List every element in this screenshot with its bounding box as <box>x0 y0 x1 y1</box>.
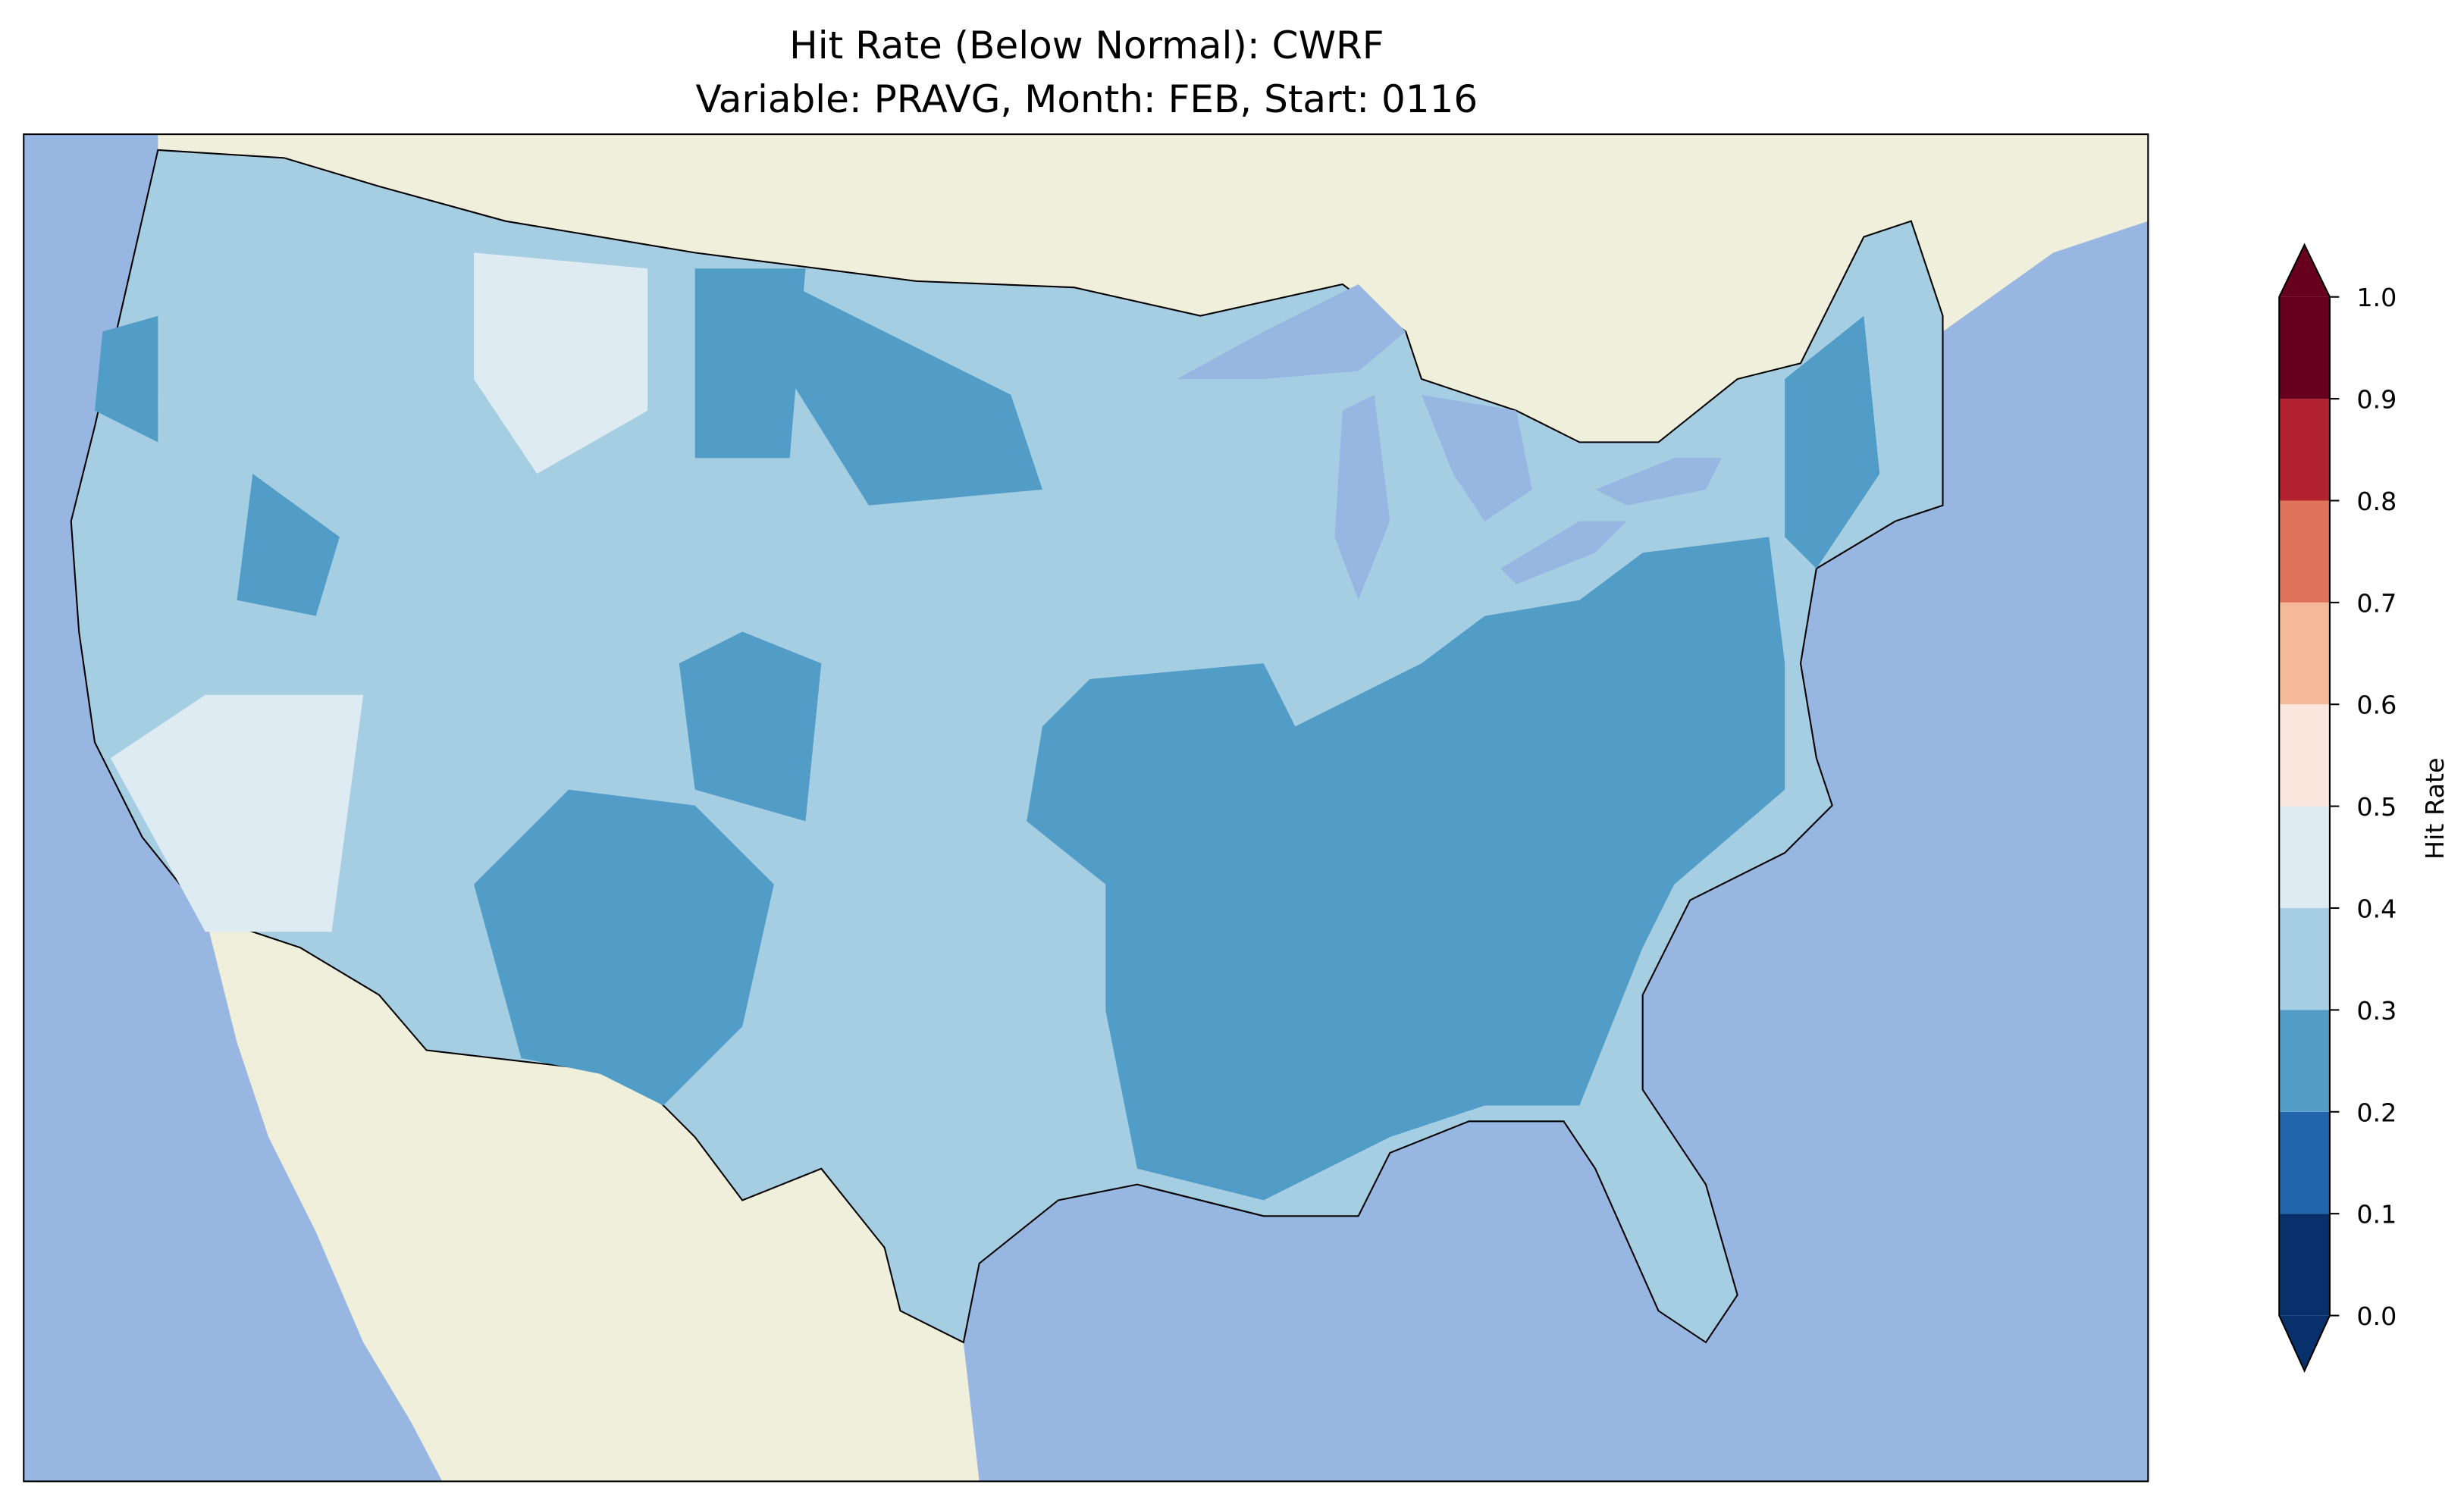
colorbar-tick-label: 0.3 <box>2356 996 2397 1026</box>
colorbar-tick-label: 0.6 <box>2356 691 2397 720</box>
map-panel <box>23 133 2149 1483</box>
colorbar-bin <box>2279 806 2330 909</box>
region-dakotas <box>789 284 1042 506</box>
chart-title-line1: Hit Rate (Below Normal): CWRF <box>789 23 1384 67</box>
colorbar-bin <box>2279 1111 2330 1214</box>
hit-rate-regions <box>95 252 1880 1201</box>
region-northeast <box>1785 315 1880 569</box>
colorbar-extend-max <box>2279 244 2330 297</box>
colorbar-tick-label: 1.0 <box>2356 283 2397 312</box>
region-oregon <box>95 315 158 443</box>
chart-title-line2: Variable: PRAVG, Month: FEB, Start: 0116 <box>695 77 1478 121</box>
canada-land <box>158 134 2149 443</box>
region-colorado <box>679 631 822 822</box>
colorbar-tick-label: 0.7 <box>2356 588 2397 618</box>
colorbar-tick-label: 0.4 <box>2356 894 2397 924</box>
colorbar-tick-label: 0.2 <box>2356 1098 2397 1127</box>
map-frame <box>23 133 2149 1483</box>
colorbar-bin <box>2279 908 2330 1010</box>
colorbar-tick-label: 0.8 <box>2356 487 2397 516</box>
colorbar-bin <box>2279 1010 2330 1112</box>
colorbar-tick-label: 0.5 <box>2356 792 2397 822</box>
region-montana <box>694 268 806 459</box>
region-idaho <box>474 252 648 475</box>
great-lakes <box>1177 284 1722 600</box>
colorbar-tick-label: 0.1 <box>2356 1200 2397 1229</box>
colorbar-bin <box>2279 1214 2330 1316</box>
colorbar-tick-label: 0.0 <box>2356 1301 2397 1331</box>
colorbar-extend-min <box>2279 1315 2330 1371</box>
region-southeast <box>1027 537 1785 1201</box>
colorbar-label: Hit Rate <box>2420 758 2450 860</box>
region-new-mexico-texas <box>474 789 774 1106</box>
colorbar <box>2278 243 2340 1373</box>
colorbar-bin <box>2279 399 2330 501</box>
mexico-land <box>205 916 980 1482</box>
region-nevada <box>237 474 340 616</box>
colorbar-bin <box>2279 602 2330 705</box>
colorbar-tick-label: 0.9 <box>2356 385 2397 415</box>
colorbar-bin <box>2279 500 2330 603</box>
region-california <box>110 694 364 932</box>
colorbar-bin <box>2279 704 2330 807</box>
colorbar-bin <box>2279 296 2330 399</box>
